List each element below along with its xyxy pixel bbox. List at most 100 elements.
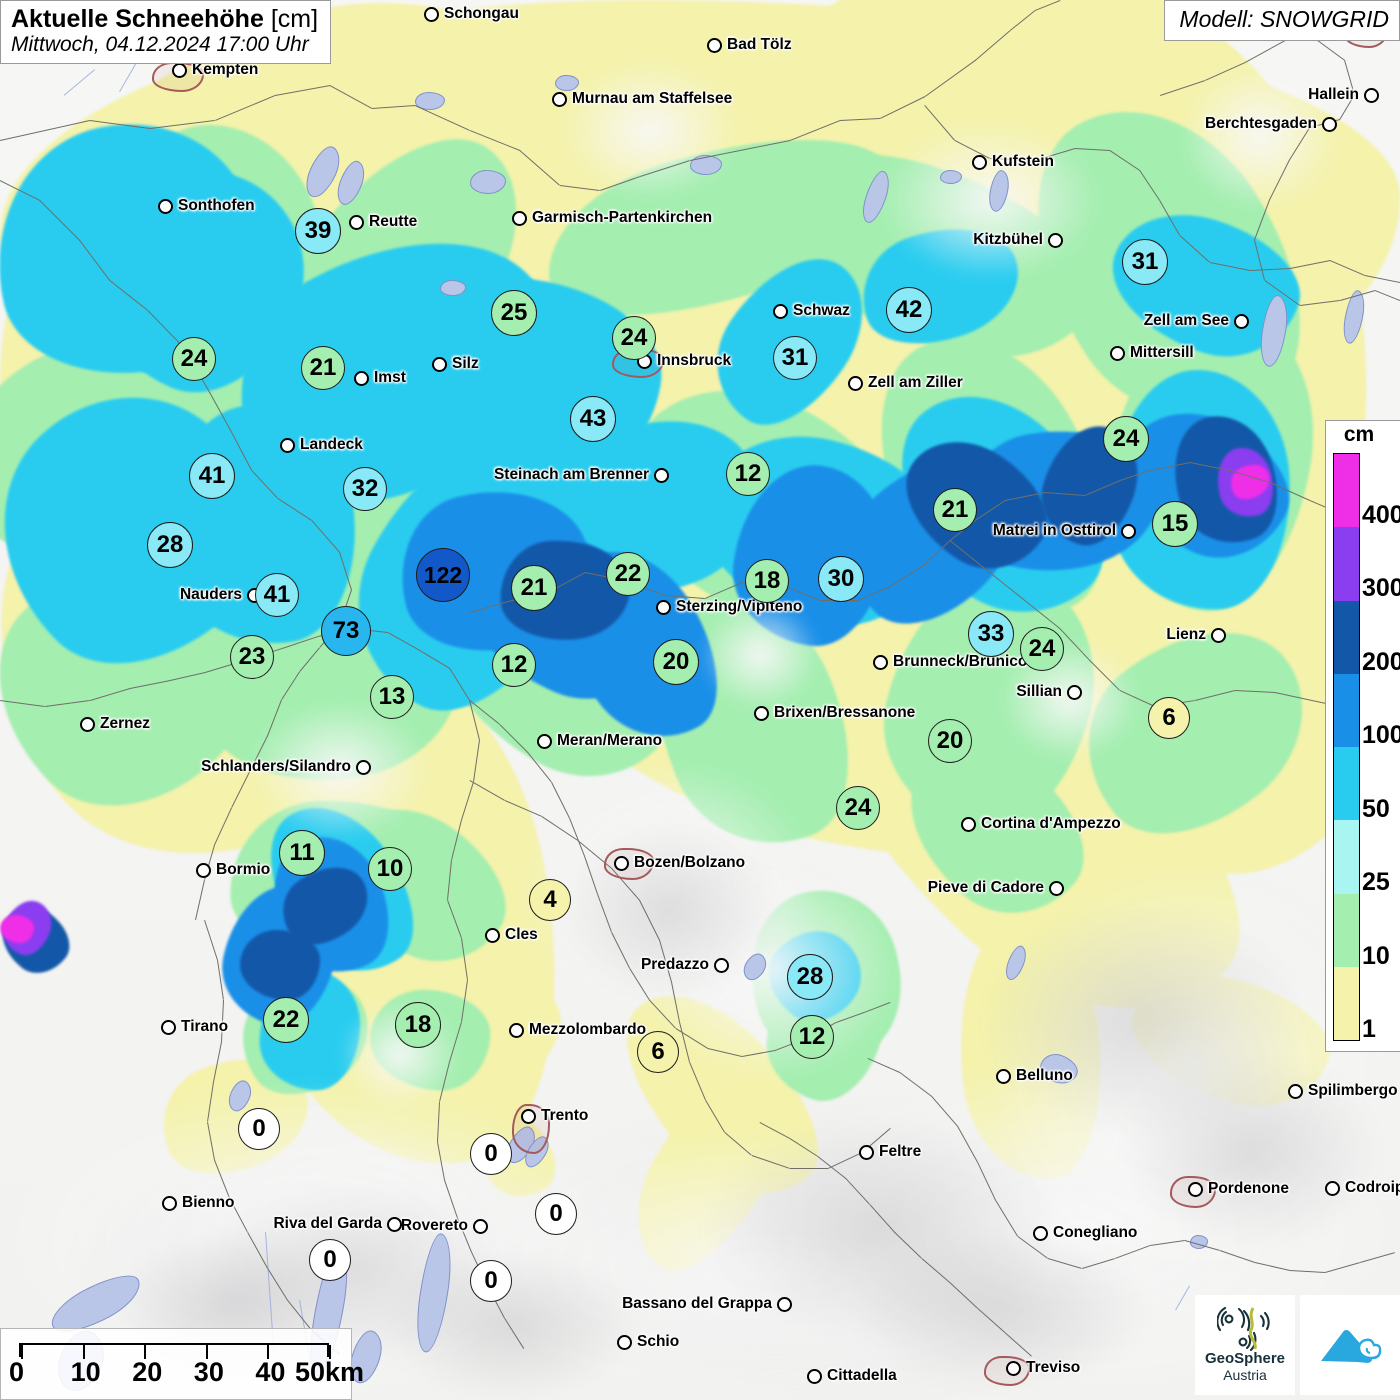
station-value-marker[interactable]: 24 [172, 337, 216, 381]
city-marker: Murnau am Staffelsee [552, 90, 732, 108]
station-value-text: 4 [543, 886, 557, 913]
scale-bar-ticks [19, 1343, 331, 1359]
station-value-marker[interactable]: 18 [395, 1002, 441, 1048]
station-value-marker[interactable]: 10 [368, 847, 412, 891]
station-value-marker[interactable]: 122 [416, 548, 470, 602]
city-point-icon [158, 198, 173, 214]
city-point-icon [552, 91, 567, 107]
station-value-marker[interactable]: 21 [301, 346, 345, 390]
city-label: Feltre [879, 1143, 922, 1160]
station-value-text: 13 [378, 683, 406, 710]
station-value-text: 25 [500, 299, 528, 326]
station-value-marker[interactable]: 21 [933, 488, 977, 532]
city-label: Bad Tölz [727, 36, 792, 53]
city-label: Rovereto [400, 1217, 468, 1234]
city-marker: Matrei in Osttirol [993, 522, 1136, 540]
station-value-marker[interactable]: 24 [1020, 627, 1064, 671]
city-point-icon [161, 1019, 176, 1035]
station-value-marker[interactable]: 31 [773, 336, 817, 380]
station-value-marker[interactable]: 23 [230, 635, 274, 679]
station-value-marker[interactable]: 20 [928, 719, 972, 763]
station-value-marker[interactable]: 42 [886, 287, 932, 333]
station-value-marker[interactable]: 43 [570, 396, 616, 442]
city-marker: Rovereto [401, 1217, 488, 1235]
station-value-marker[interactable]: 24 [1103, 416, 1149, 462]
station-value-marker[interactable]: 32 [343, 467, 387, 511]
station-value-text: 21 [941, 496, 969, 523]
station-value-text: 0 [484, 1267, 498, 1294]
station-value-marker[interactable]: 25 [491, 290, 537, 336]
city-label: Bassano del Grappa [622, 1295, 772, 1312]
station-value-marker[interactable]: 4 [529, 879, 571, 921]
city-point-icon [873, 654, 888, 670]
station-value-text: 12 [500, 651, 528, 678]
colorbar-segment [1334, 966, 1359, 1040]
station-value-text: 32 [351, 475, 379, 502]
station-value-marker[interactable]: 41 [255, 573, 299, 617]
station-value-marker[interactable]: 0 [309, 1239, 351, 1281]
city-marker: Silz [432, 355, 479, 373]
station-value-text: 0 [484, 1140, 498, 1167]
city-label: Meran/Merano [557, 732, 663, 749]
station-value-marker[interactable]: 18 [745, 559, 789, 603]
station-value-marker[interactable]: 24 [612, 316, 656, 360]
station-value-text: 24 [1112, 425, 1140, 452]
station-value-marker[interactable]: 24 [836, 786, 880, 830]
station-value-marker[interactable]: 13 [370, 675, 414, 719]
station-value-text: 24 [844, 794, 872, 821]
city-point-icon [1288, 1083, 1303, 1099]
city-marker: Bienno [162, 1194, 235, 1212]
scale-tick-label: 40 [255, 1357, 286, 1387]
station-value-marker[interactable]: 0 [535, 1193, 577, 1235]
model-label: Modell: SNOWGRID [1179, 6, 1389, 32]
city-point-icon [654, 467, 669, 483]
city-marker: Kufstein [972, 153, 1054, 171]
mountain-app-logo [1300, 1295, 1400, 1395]
scale-tick [82, 1345, 85, 1359]
city-point-icon [1188, 1181, 1203, 1197]
station-value-marker[interactable]: 12 [726, 452, 770, 496]
station-value-marker[interactable]: 28 [147, 522, 193, 568]
city-marker: Predazzo [641, 956, 729, 974]
city-label: Schongau [444, 5, 519, 22]
city-label: Zernez [100, 715, 150, 732]
station-value-marker[interactable]: 15 [1152, 501, 1198, 547]
station-value-marker[interactable]: 21 [511, 565, 557, 611]
station-value-marker[interactable]: 22 [263, 997, 309, 1043]
city-point-icon [432, 356, 447, 372]
station-value-marker[interactable]: 6 [1148, 697, 1190, 739]
colorbar-segment [1334, 673, 1359, 747]
city-point-icon [537, 733, 552, 749]
station-value-text: 23 [238, 643, 266, 670]
station-value-marker[interactable]: 20 [653, 639, 699, 685]
station-value-marker[interactable]: 0 [470, 1260, 512, 1302]
station-value-marker[interactable]: 31 [1122, 239, 1168, 285]
station-value-text: 15 [1161, 510, 1189, 537]
city-label: Imst [374, 369, 406, 386]
city-marker: Lienz [1166, 626, 1226, 644]
station-value-marker[interactable]: 73 [321, 606, 371, 656]
station-value-marker[interactable]: 22 [606, 552, 650, 596]
city-marker: Feltre [859, 1143, 921, 1161]
station-value-marker[interactable]: 41 [189, 453, 235, 499]
station-value-marker[interactable]: 12 [492, 643, 536, 687]
station-value-marker[interactable]: 6 [637, 1031, 679, 1073]
station-value-text: 21 [309, 354, 337, 381]
station-value-marker[interactable]: 11 [279, 830, 325, 876]
model-panel: Modell: SNOWGRID [1164, 0, 1400, 41]
station-value-text: 28 [156, 531, 184, 558]
city-marker: Berchtesgaden [1205, 115, 1337, 133]
station-value-marker[interactable]: 30 [818, 556, 864, 602]
station-value-marker[interactable]: 33 [968, 611, 1014, 657]
city-point-icon [773, 303, 788, 319]
city-label: Zell am See [1143, 312, 1229, 329]
station-value-marker[interactable]: 0 [470, 1133, 512, 1175]
city-point-icon [485, 927, 500, 943]
city-point-icon [349, 214, 364, 230]
station-value-marker[interactable]: 0 [238, 1108, 280, 1150]
city-label: Silz [452, 355, 479, 372]
station-value-marker[interactable]: 28 [787, 954, 833, 1000]
scale-tick-label: 50km [295, 1357, 365, 1387]
station-value-marker[interactable]: 12 [790, 1015, 834, 1059]
station-value-marker[interactable]: 39 [295, 208, 341, 254]
